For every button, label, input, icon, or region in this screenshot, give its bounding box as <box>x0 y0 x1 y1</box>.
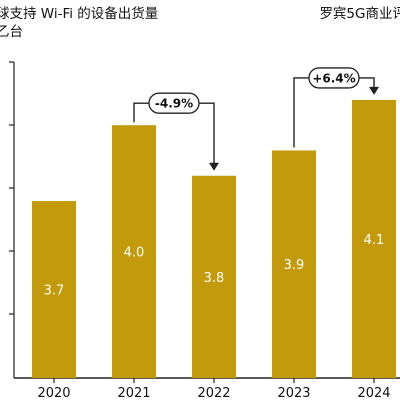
change-arrowhead-2024 <box>369 86 379 95</box>
y-axis-unit: 乙台 <box>0 24 23 40</box>
bar-value-label-2021: 4.0 <box>124 246 145 261</box>
bar-2021 <box>112 125 156 378</box>
change-pill-2023-2024 <box>308 67 360 89</box>
x-tick-label-2024: 2024 <box>357 386 390 400</box>
change-label-2023-2024: +6.4% <box>312 71 355 85</box>
bar-2020 <box>32 201 76 378</box>
x-tick-label-2022: 2022 <box>197 386 230 400</box>
bar-value-label-2024: 4.1 <box>364 233 385 248</box>
x-tick-label-2020: 2020 <box>37 386 70 400</box>
x-tick-label-2023: 2023 <box>277 386 310 400</box>
bar-2024 <box>352 99 396 379</box>
x-tick-label-2021: 2021 <box>117 386 150 400</box>
bar-value-label-2022: 3.8 <box>204 271 225 286</box>
bar-value-label-2020: 3.7 <box>44 284 65 299</box>
change-pill-2021-2022 <box>148 92 200 114</box>
chart-title: 球支持 Wi-Fi 的设备出货量 <box>0 6 159 22</box>
bar-2023 <box>272 150 316 378</box>
bar-value-label-2023: 3.9 <box>284 258 305 273</box>
source-label: 罗宾5G商业评 <box>319 6 400 22</box>
change-arrowhead-2022 <box>209 162 219 171</box>
bar-2022 <box>192 175 236 378</box>
change-label-2021-2022: -4.9% <box>155 97 193 111</box>
